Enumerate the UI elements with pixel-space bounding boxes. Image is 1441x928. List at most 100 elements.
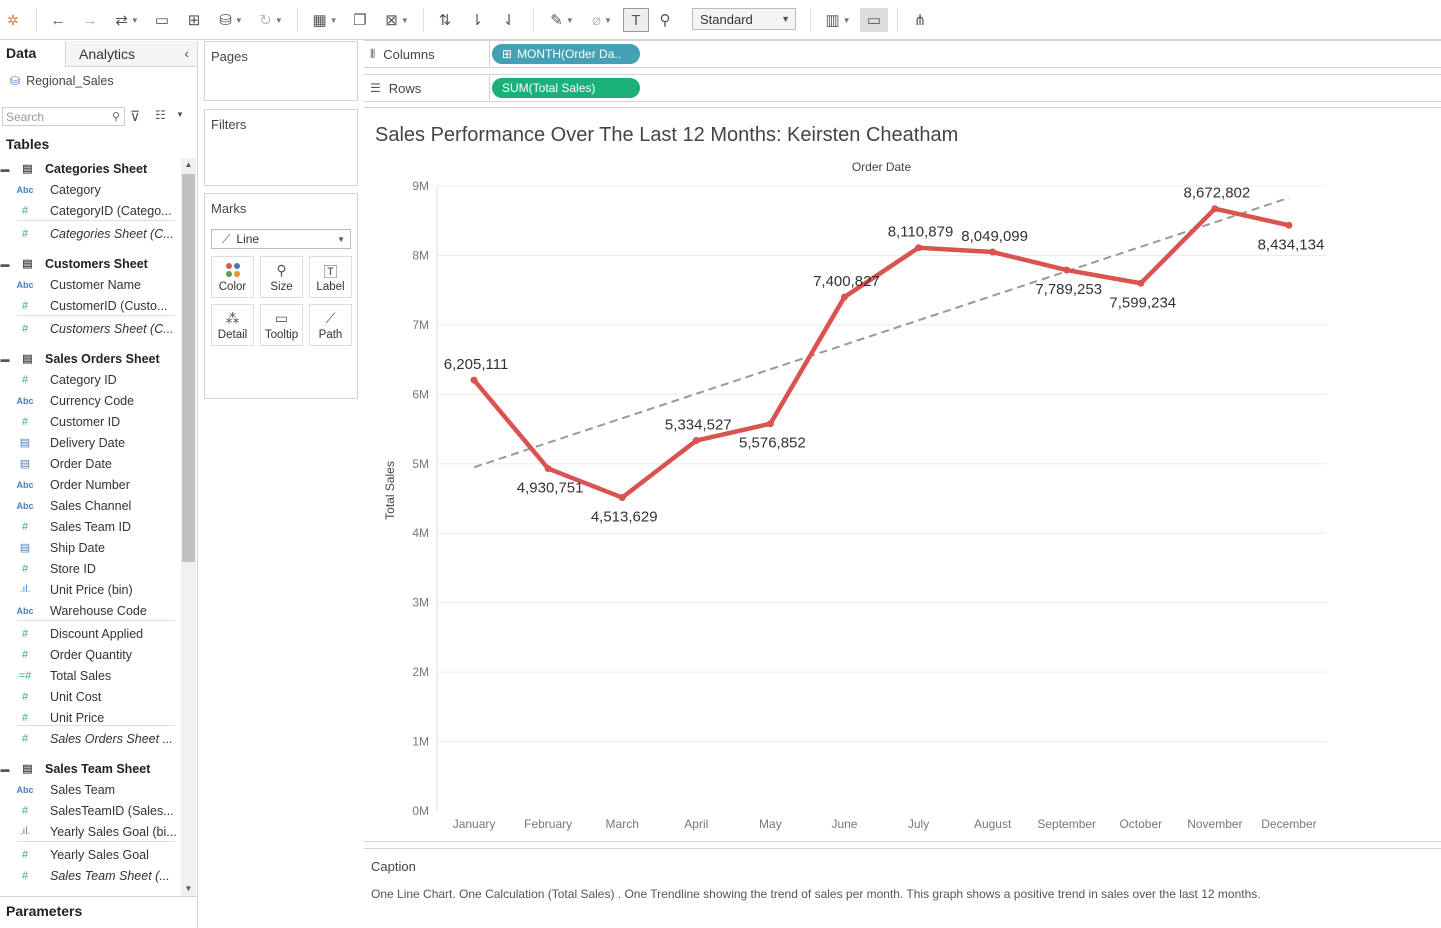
label-label: Label <box>316 280 345 293</box>
detail-icon: ⁂ <box>225 309 240 326</box>
collapse-icon[interactable]: ▬ <box>0 763 10 774</box>
field-item[interactable]: Abc Warehouse Code <box>0 600 180 621</box>
view-size-select[interactable]: Standard ▼ <box>692 8 796 30</box>
swap-icon[interactable]: ⇅ <box>438 12 452 29</box>
scroll-up-icon[interactable]: ▲ <box>184 160 193 169</box>
filter-icon[interactable]: ⊽ <box>130 108 141 124</box>
rows-shelf[interactable]: ☰ Rows SUM(Total Sales) <box>364 74 1441 102</box>
field-item[interactable]: Abc Customer Name <box>0 274 180 295</box>
number-field-icon: # <box>21 648 29 661</box>
table-item[interactable]: ▬ ▤ Categories Sheet <box>0 158 180 179</box>
rows-pill[interactable]: SUM(Total Sales) <box>492 78 640 98</box>
field-item[interactable]: # Sales Team ID <box>0 516 180 537</box>
new-datasource-icon[interactable]: ⊞ <box>187 12 201 29</box>
field-item[interactable]: # Customer ID <box>0 411 180 432</box>
field-item[interactable]: Abc Category <box>0 179 180 200</box>
field-item[interactable]: ▤ Delivery Date <box>0 432 180 453</box>
y-tick-label: 4M <box>412 526 429 540</box>
field-item[interactable]: Abc Order Number <box>0 474 180 495</box>
undo-icon[interactable]: ← <box>50 11 66 29</box>
field-item[interactable]: # Sales Orders Sheet ... <box>0 728 180 749</box>
y-tick-label: 5M <box>412 457 429 471</box>
table-item[interactable]: ▬ ▤ Sales Orders Sheet <box>0 348 180 369</box>
mark-type-select[interactable]: ⟋ Line ▼ <box>211 229 351 249</box>
duplicate-icon[interactable]: ❐ <box>353 12 367 29</box>
field-item[interactable]: # Unit Price <box>0 707 180 728</box>
table-field-icon: ▤ <box>22 763 33 775</box>
columns-pill[interactable]: ⊞ MONTH(Order Da.. <box>492 44 640 64</box>
tab-analytics[interactable]: Analytics <box>65 41 197 67</box>
tooltip-button[interactable]: ▭ Tooltip <box>260 304 303 346</box>
view-list-icon[interactable]: ☷ <box>155 108 166 122</box>
color-button[interactable]: Color <box>211 256 254 298</box>
pause-updates-icon[interactable]: ⛁ ▼ <box>219 12 243 29</box>
search-input[interactable]: Search ⚲ <box>2 107 125 126</box>
caption-pane: Caption One Line Chart. One Calculation … <box>364 848 1441 928</box>
field-item[interactable]: # Customers Sheet (C... <box>0 318 180 339</box>
field-item[interactable]: Abc Sales Channel <box>0 495 180 516</box>
field-item[interactable]: .ıl. Yearly Sales Goal (bi... <box>0 821 180 842</box>
field-item[interactable]: # Yearly Sales Goal <box>0 844 180 865</box>
field-item[interactable]: # Categories Sheet (C... <box>0 223 180 244</box>
clear-sheet-icon[interactable]: ⊠ ▼ <box>385 12 409 29</box>
filters-card[interactable]: Filters <box>204 109 358 186</box>
mark-type-value: Line <box>236 232 260 246</box>
highlight-icon[interactable]: ✎ ▼ <box>550 12 574 29</box>
replay-icon[interactable]: ⇄ ▼ <box>115 12 139 29</box>
chevron-down-icon[interactable]: ▼ <box>176 110 184 119</box>
field-label: Order Date <box>50 456 112 471</box>
save-icon[interactable]: ▭ <box>154 12 170 29</box>
collapse-pane-icon[interactable]: ‹ <box>184 45 189 61</box>
presentation-mode-icon[interactable]: ▭ <box>860 8 888 32</box>
x-tick-label: May <box>759 817 782 831</box>
field-item[interactable]: ▤ Ship Date <box>0 537 180 558</box>
tableau-logo-icon[interactable]: ✲ <box>7 11 19 28</box>
sort-ascending-icon[interactable]: ⇂ <box>470 12 484 29</box>
table-item[interactable]: ▬ ▤ Customers Sheet <box>0 253 180 274</box>
redo-icon[interactable]: → <box>82 11 98 29</box>
field-item[interactable]: # SalesTeamID (Sales... <box>0 800 180 821</box>
datasource-item[interactable]: ⛁ Regional_Sales <box>0 71 197 91</box>
table-item[interactable]: ▬ ▤ Sales Team Sheet <box>0 758 180 779</box>
field-label: Warehouse Code <box>50 603 147 618</box>
tab-data[interactable]: Data <box>0 41 65 67</box>
field-item[interactable]: # Unit Cost <box>0 686 180 707</box>
new-worksheet-icon[interactable]: ▦ ▼ <box>312 12 338 29</box>
field-item[interactable]: # Category ID <box>0 369 180 390</box>
sort-descending-icon[interactable]: ⇃ <box>502 12 516 29</box>
show-mark-labels-icon[interactable]: T <box>623 8 649 32</box>
field-item[interactable]: # CustomerID (Custo... <box>0 295 180 316</box>
field-item[interactable]: ▤ Order Date <box>0 453 180 474</box>
label-button[interactable]: 🅃 Label <box>309 256 352 298</box>
group-members-icon[interactable]: ⌀ ▼ <box>592 12 612 29</box>
collapse-icon[interactable]: ▬ <box>0 258 10 269</box>
refresh-icon[interactable]: ↻ ▼ <box>259 12 283 29</box>
field-item[interactable]: # Order Quantity <box>0 644 180 665</box>
fix-axes-icon[interactable]: ⚲ <box>659 12 671 29</box>
expand-icon[interactable]: ⊞ <box>502 47 513 61</box>
string-field-icon: Abc <box>16 279 34 290</box>
size-button[interactable]: ⚲ Size <box>260 256 303 298</box>
toolbar-divider <box>897 8 898 32</box>
field-item[interactable]: # CategoryID (Catego... <box>0 200 180 221</box>
columns-shelf[interactable]: ⦀ Columns ⊞ MONTH(Order Da.. <box>364 40 1441 68</box>
field-item[interactable]: Abc Currency Code <box>0 390 180 411</box>
show-cards-icon[interactable]: ▥ ▼ <box>825 12 851 29</box>
scroll-down-icon[interactable]: ▼ <box>184 884 193 893</box>
field-item[interactable]: # Sales Team Sheet (... <box>0 865 180 886</box>
field-item[interactable]: # Discount Applied <box>0 623 180 644</box>
share-icon[interactable]: ⋔ <box>913 12 927 29</box>
path-button[interactable]: ⟋ Path <box>309 304 352 346</box>
pages-card[interactable]: Pages <box>204 41 358 101</box>
field-item[interactable]: =# Total Sales <box>0 665 180 686</box>
collapse-icon[interactable]: ▬ <box>0 353 10 364</box>
scroll-thumb[interactable] <box>182 174 195 562</box>
detail-button[interactable]: ⁂ Detail <box>211 304 254 346</box>
field-list-scrollbar[interactable]: ▲ ▼ <box>181 158 196 896</box>
x-tick-label: October <box>1119 817 1162 831</box>
field-item[interactable]: .ıl. Unit Price (bin) <box>0 579 180 600</box>
date-field-icon: ▤ <box>19 437 31 449</box>
field-item[interactable]: Abc Sales Team <box>0 779 180 800</box>
field-item[interactable]: # Store ID <box>0 558 180 579</box>
collapse-icon[interactable]: ▬ <box>0 163 10 174</box>
